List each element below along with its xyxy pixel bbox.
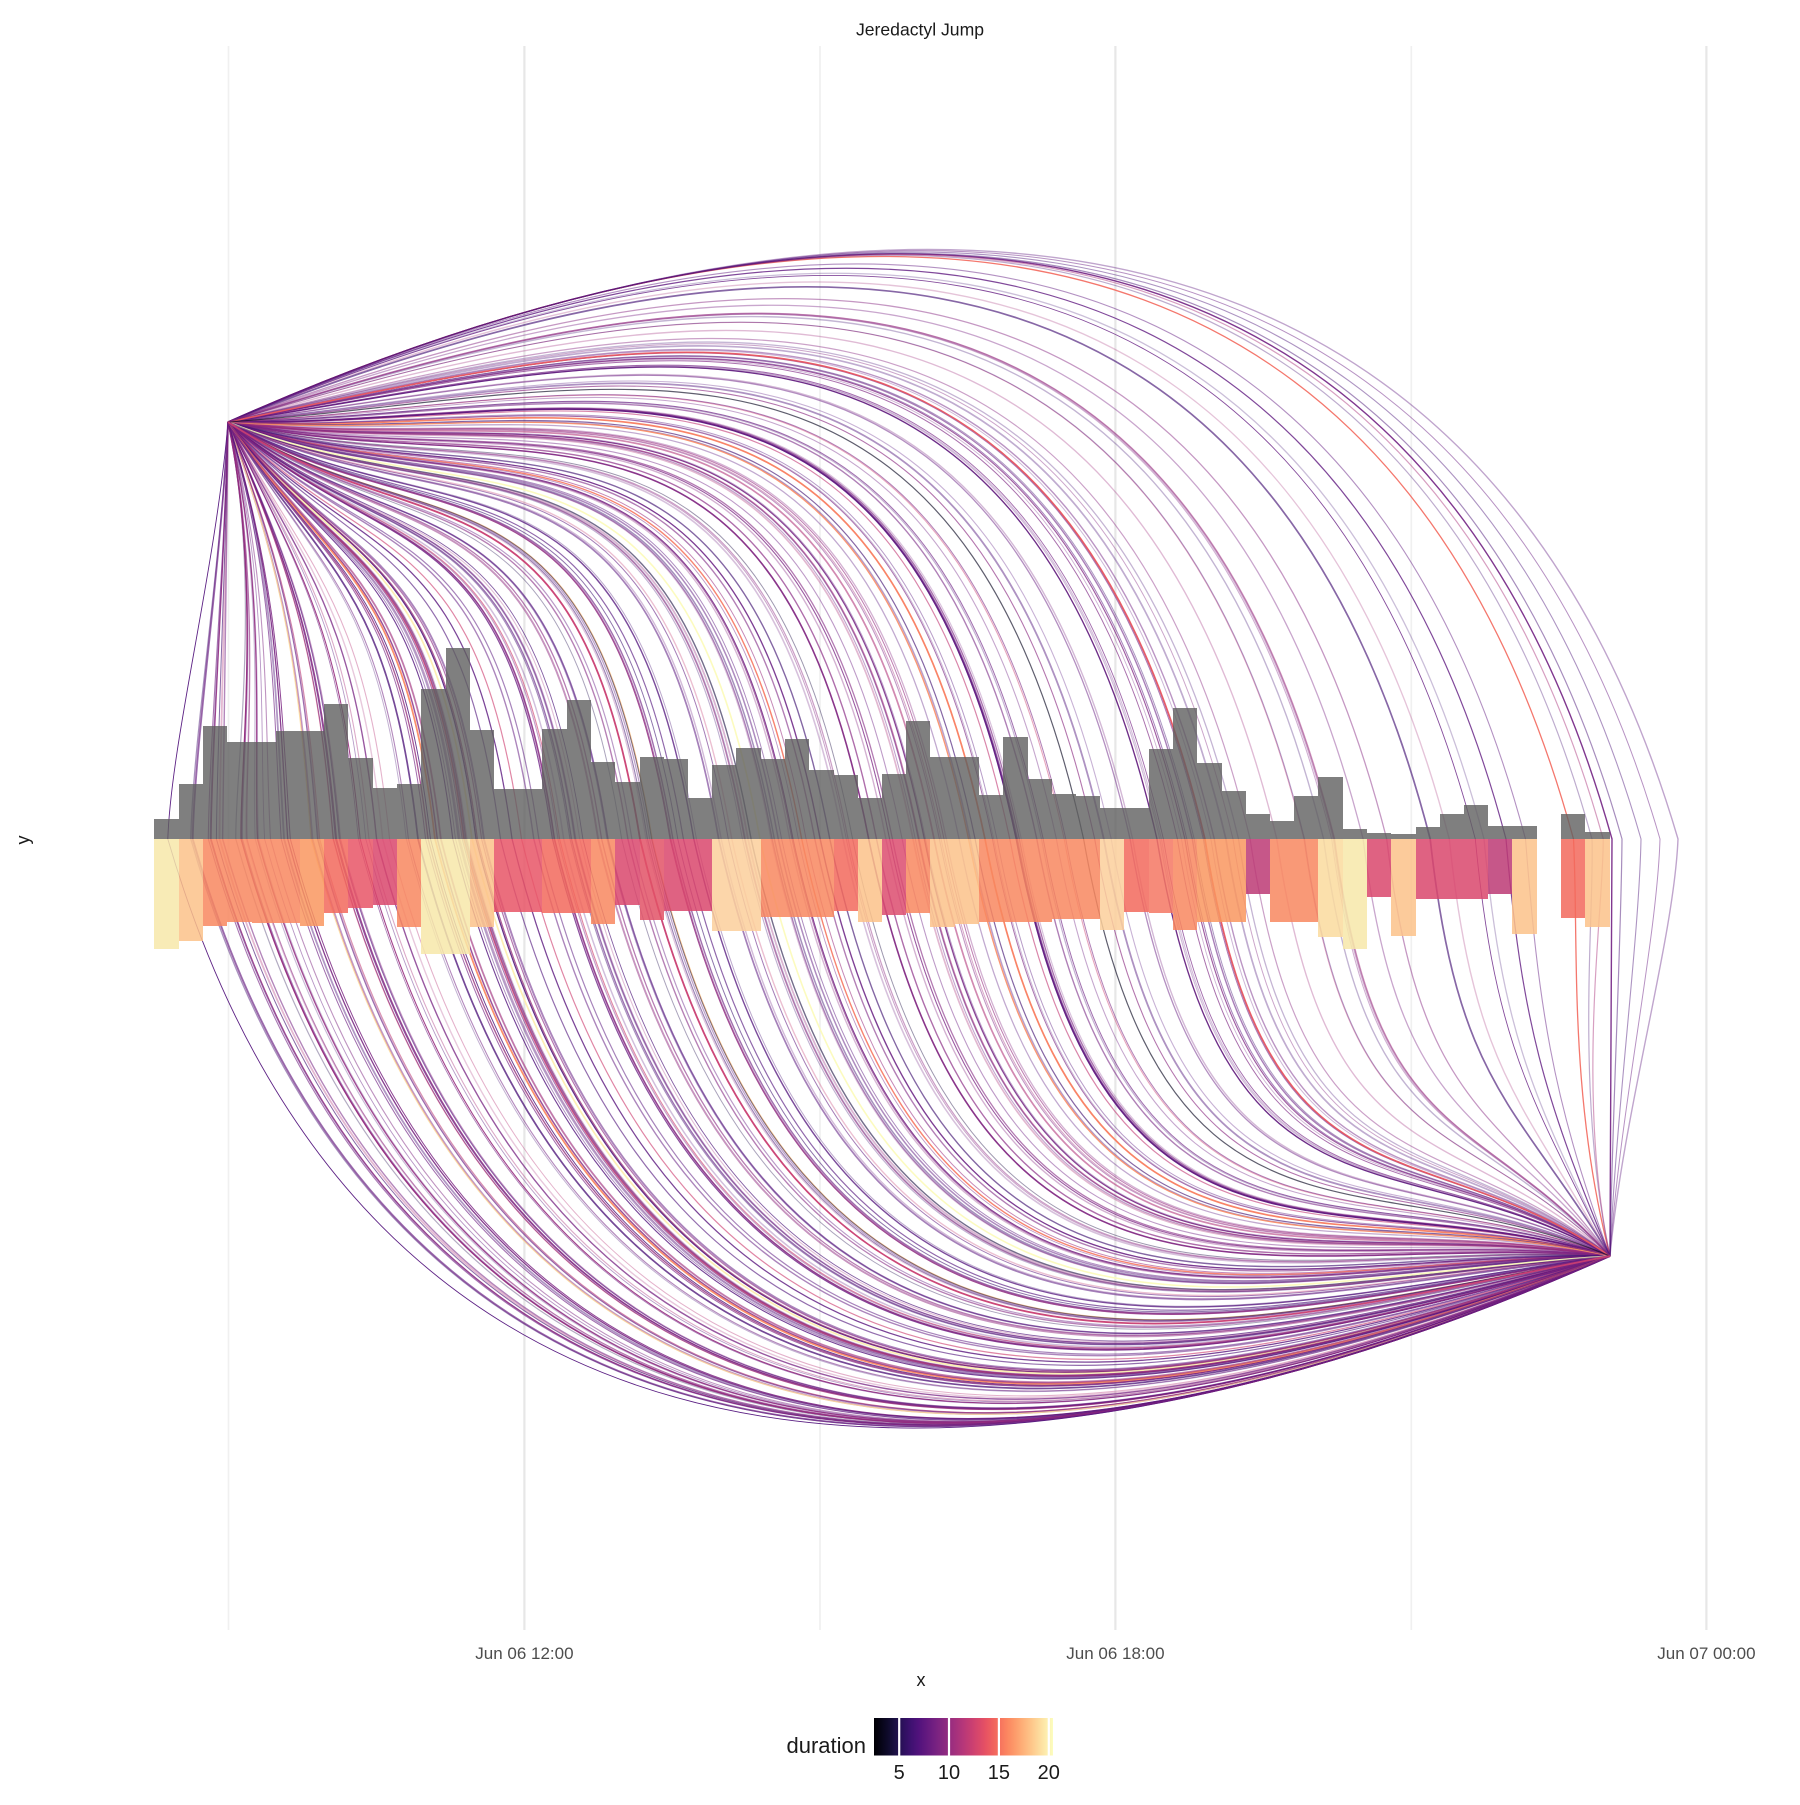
- svg-text:Jun 06 12:00: Jun 06 12:00: [475, 1644, 573, 1663]
- svg-text:Jun 07 00:00: Jun 07 00:00: [1657, 1644, 1755, 1663]
- svg-text:15: 15: [988, 1762, 1010, 1784]
- svg-text:20: 20: [1038, 1762, 1060, 1784]
- svg-text:Jun 06 18:00: Jun 06 18:00: [1066, 1644, 1164, 1663]
- svg-text:10: 10: [938, 1762, 960, 1784]
- svg-text:y: y: [13, 836, 33, 845]
- svg-text:5: 5: [894, 1762, 905, 1784]
- svg-text:x: x: [917, 1670, 926, 1690]
- svg-text:Jeredactyl Jump: Jeredactyl Jump: [856, 20, 984, 40]
- svg-text:duration: duration: [786, 1733, 866, 1758]
